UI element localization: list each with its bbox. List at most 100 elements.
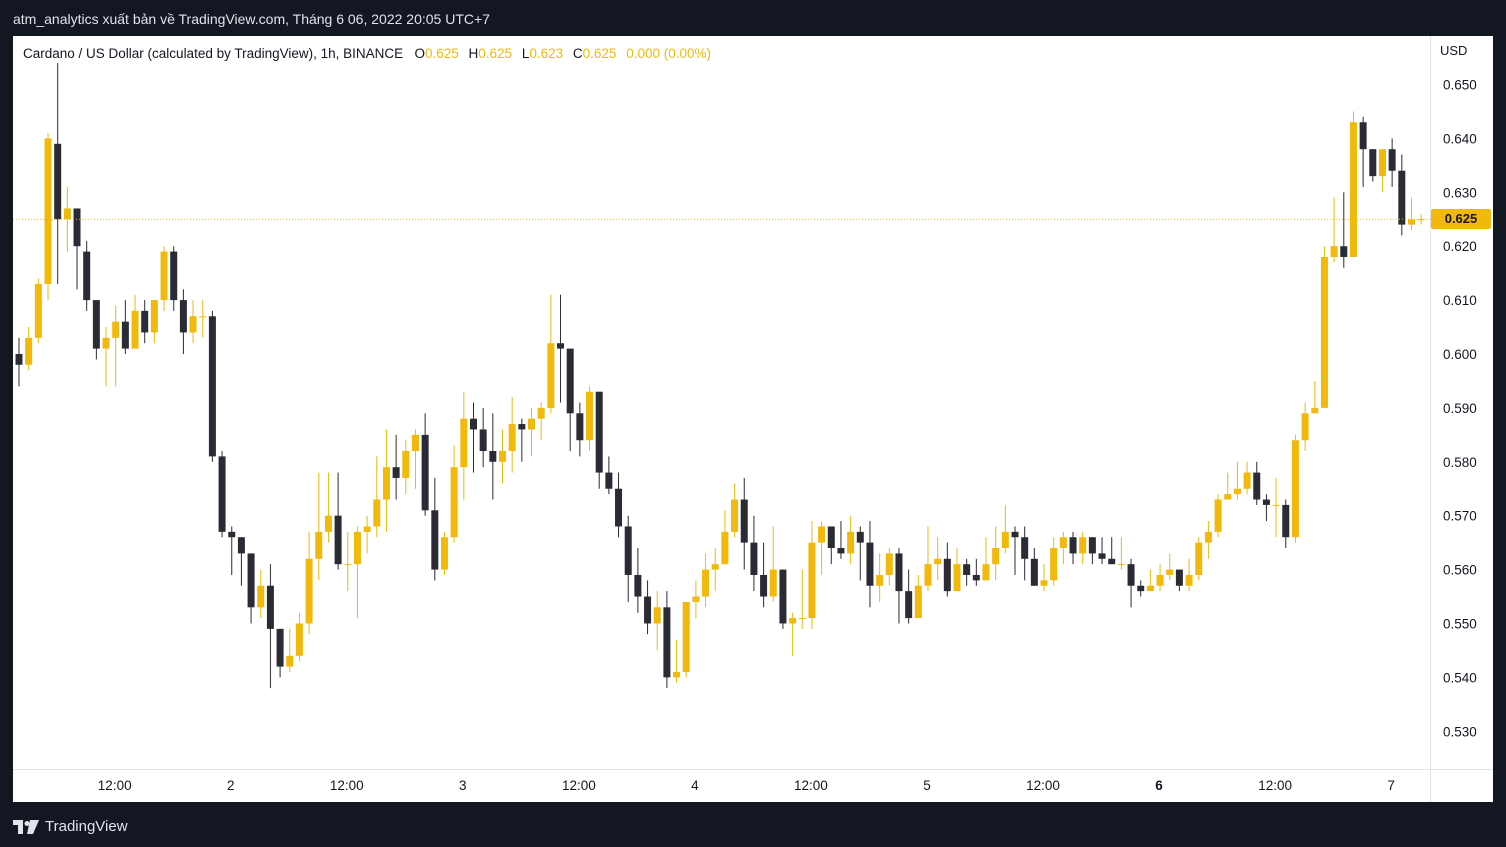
candle bbox=[1311, 380, 1319, 414]
candle-body bbox=[885, 553, 893, 575]
candle-body bbox=[682, 601, 690, 672]
ohlc-legend: Cardano / US Dollar (calculated by Tradi… bbox=[23, 46, 711, 61]
candle-body bbox=[34, 283, 42, 338]
candle bbox=[605, 456, 613, 495]
candle-body bbox=[112, 321, 120, 338]
candle bbox=[179, 289, 187, 354]
candle bbox=[382, 429, 390, 532]
tradingview-logo[interactable]: TradingView bbox=[13, 818, 128, 835]
candle bbox=[528, 407, 536, 457]
candle bbox=[1108, 537, 1116, 565]
candle bbox=[218, 451, 226, 538]
candle-body bbox=[469, 418, 477, 430]
candle-body bbox=[73, 208, 81, 247]
candle-body bbox=[1021, 537, 1029, 559]
candle bbox=[1195, 537, 1203, 581]
candle-body bbox=[1040, 580, 1048, 586]
candle bbox=[102, 327, 110, 387]
legend-high-value: 0.625 bbox=[478, 46, 513, 61]
candle bbox=[576, 402, 584, 457]
candle bbox=[982, 537, 990, 581]
candle-body bbox=[1204, 531, 1212, 543]
candle-body bbox=[411, 434, 419, 452]
candle bbox=[1330, 197, 1338, 263]
candle bbox=[866, 521, 874, 608]
candle bbox=[469, 402, 477, 473]
tradingview-brand: TradingView bbox=[45, 818, 128, 835]
candle-body bbox=[1407, 219, 1415, 225]
chart-panel[interactable]: 0.530 0.540 0.550 0.560 0.570 0.580 0.590 0.600… bbox=[13, 36, 1493, 802]
candle bbox=[499, 429, 506, 484]
candle bbox=[1001, 504, 1009, 554]
candle bbox=[1214, 494, 1222, 538]
candle-body bbox=[663, 607, 671, 678]
candle-body bbox=[992, 548, 1000, 565]
candle-body bbox=[1359, 122, 1367, 150]
candle-body bbox=[595, 391, 603, 473]
candle bbox=[1050, 537, 1058, 586]
candle-body bbox=[586, 391, 594, 441]
candle-body bbox=[421, 434, 429, 511]
candle-body bbox=[315, 531, 323, 559]
candle bbox=[15, 337, 23, 387]
candle-body bbox=[528, 418, 536, 430]
candle bbox=[160, 246, 168, 311]
price-tick-label: 0.620 bbox=[1443, 239, 1477, 254]
candle-body bbox=[508, 424, 516, 452]
currency-label[interactable]: USD bbox=[1440, 43, 1468, 58]
candle bbox=[257, 569, 265, 619]
candle-body bbox=[731, 499, 739, 532]
candle-body bbox=[247, 553, 255, 608]
candle-body bbox=[1098, 553, 1106, 559]
candlestick-chart[interactable]: 0.530 0.540 0.550 0.560 0.570 0.580 0.590 0.600… bbox=[13, 36, 1493, 802]
legend-open-label: O bbox=[414, 46, 425, 61]
time-tick-label: 12:00 bbox=[1258, 778, 1292, 793]
candle-body bbox=[131, 310, 139, 349]
candle bbox=[518, 418, 526, 462]
time-tick-label: 7 bbox=[1387, 778, 1395, 793]
time-axis-ticks: 12:00 2 12:00 3 12:00 4 12:00 5 12:00 6 12:00 7 bbox=[98, 778, 1395, 793]
price-tick-label: 0.580 bbox=[1443, 455, 1477, 470]
candle bbox=[324, 472, 332, 543]
legend-high-label: H bbox=[468, 46, 479, 61]
candle bbox=[373, 456, 381, 538]
candle-body bbox=[566, 348, 574, 414]
candle-body bbox=[218, 456, 226, 532]
candle bbox=[121, 300, 129, 354]
candle bbox=[808, 521, 816, 629]
candle-body bbox=[141, 310, 149, 333]
candle-body bbox=[1127, 564, 1135, 586]
candle-body bbox=[1001, 531, 1009, 549]
candles bbox=[15, 62, 1425, 689]
candle bbox=[228, 526, 236, 575]
candle-body bbox=[847, 531, 855, 554]
publisher-line: atm_analytics xuất bản về TradingView.co… bbox=[13, 11, 490, 27]
candle bbox=[827, 526, 835, 565]
candle bbox=[266, 564, 274, 689]
candle-body bbox=[1050, 548, 1058, 581]
candle bbox=[1040, 564, 1048, 592]
publisher-bar: atm_analytics xuất bản về TradingView.co… bbox=[0, 0, 1506, 36]
candle-body bbox=[1311, 407, 1319, 414]
candle bbox=[1204, 521, 1212, 559]
candle-body bbox=[1011, 531, 1019, 538]
time-tick-label: 2 bbox=[227, 778, 235, 793]
candle-body bbox=[653, 607, 661, 624]
candle-body bbox=[1369, 149, 1377, 177]
legend-close-label: C bbox=[572, 46, 583, 61]
candle bbox=[1011, 526, 1019, 575]
candle bbox=[905, 569, 913, 624]
candle-body bbox=[1030, 558, 1038, 586]
candle bbox=[1378, 149, 1386, 193]
candle bbox=[189, 300, 197, 344]
candle-body bbox=[353, 531, 361, 565]
candle-body bbox=[1262, 499, 1270, 505]
candle-body bbox=[344, 564, 352, 566]
candle bbox=[508, 397, 516, 473]
candle bbox=[1253, 461, 1261, 505]
candle bbox=[740, 477, 748, 570]
candle bbox=[1291, 434, 1299, 543]
candle-body bbox=[15, 353, 23, 365]
candle bbox=[885, 548, 893, 586]
candle-body bbox=[1195, 542, 1203, 575]
